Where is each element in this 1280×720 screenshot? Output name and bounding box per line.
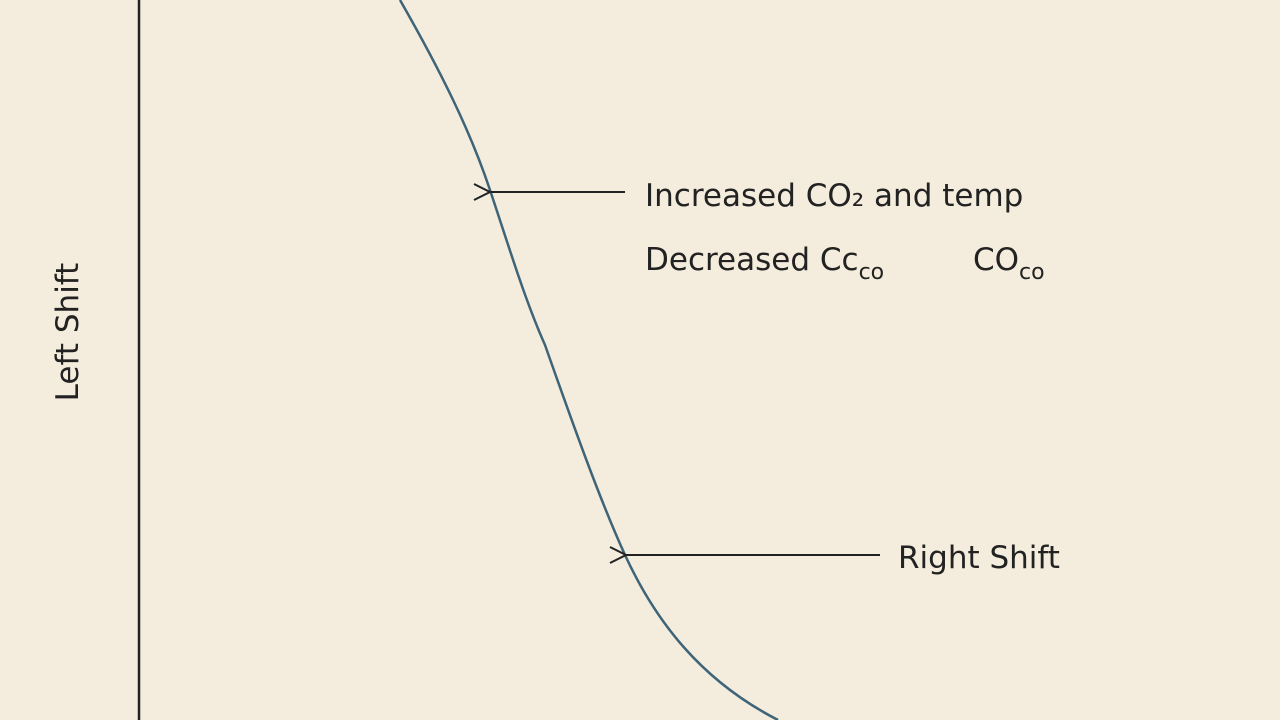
y-axis-label: Left Shift (50, 263, 86, 402)
subscript: co (1019, 260, 1045, 285)
annotation-text: CO (973, 242, 1019, 278)
annotation-text: Decreased Cc (645, 242, 859, 278)
annotation: Increased CO₂ and temp (645, 178, 1023, 214)
curve (398, 0, 779, 720)
annotation: Decreased Ccco COco (645, 242, 1045, 287)
annotation: Right Shift (898, 540, 1060, 576)
subscript: co (859, 260, 885, 285)
